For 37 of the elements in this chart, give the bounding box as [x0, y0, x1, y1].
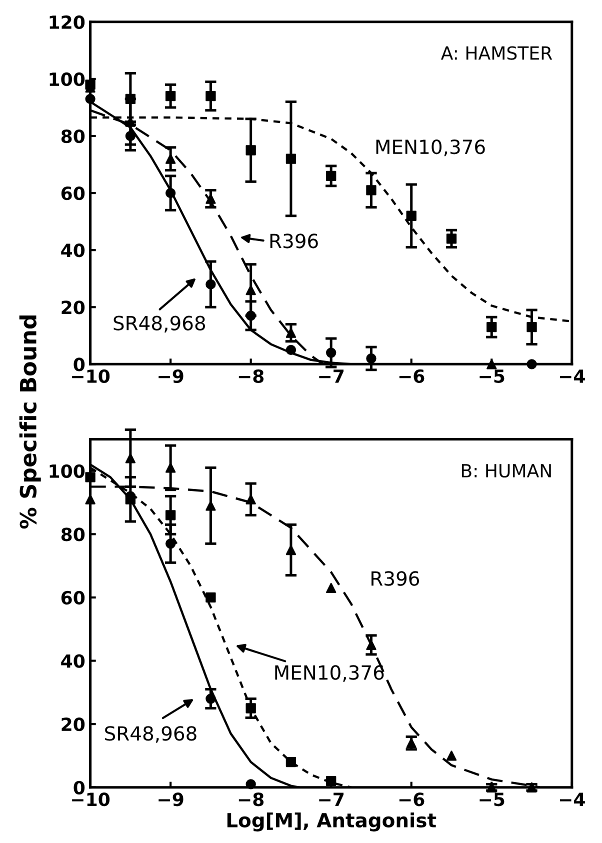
x-tick-label: −5 [480, 370, 504, 384]
x-axis-title: Log[M], Antagonist [227, 812, 436, 832]
x-tick-label: −6 [399, 369, 424, 384]
y-tick-label: 60 [61, 186, 85, 200]
annotation: R396 [372, 571, 420, 586]
y-tick-label: 100 [50, 72, 85, 86]
x-tick-label: −10 [72, 369, 110, 384]
y-tick-label: 20 [62, 718, 85, 732]
x-tick-label: −9 [158, 369, 184, 384]
annotation: SR48,968 [105, 726, 196, 743]
y-tick-label: 40 [61, 244, 85, 258]
annotation: R396 [270, 234, 318, 248]
x-tick-label: −9 [158, 792, 184, 806]
y-axis-title: % Specific Bound [19, 316, 41, 529]
y-tick-label: 60 [61, 590, 85, 605]
x-tick-label: −8 [238, 369, 264, 384]
x-tick-label: −8 [238, 792, 264, 806]
y-tick-label: 100 [50, 464, 85, 478]
x-tick-label: −5 [480, 792, 504, 806]
y-tick-label: 0 [74, 780, 85, 794]
y-tick-label: 80 [61, 129, 85, 144]
annotation: SR48,968 [114, 316, 206, 332]
x-tick-label: −10 [72, 792, 110, 806]
x-tick-label: −4 [560, 370, 585, 383]
y-tick-label: 20 [62, 300, 85, 314]
x-tick-label: −7 [319, 370, 344, 383]
annotation: MEN10,376 [376, 139, 485, 156]
x-tick-label: −7 [319, 792, 344, 806]
annotation: A: HAMSTER [440, 46, 552, 60]
y-tick-label: 120 [50, 15, 85, 30]
y-tick-label: 0 [74, 358, 85, 372]
y-tick-label: 80 [61, 528, 85, 542]
annotation: MEN10,376 [275, 665, 384, 682]
x-tick-label: −6 [399, 792, 424, 806]
y-tick-label: 40 [61, 654, 85, 668]
annotation: B: HUMAN [462, 464, 551, 478]
x-tick-label: −4 [560, 792, 585, 806]
